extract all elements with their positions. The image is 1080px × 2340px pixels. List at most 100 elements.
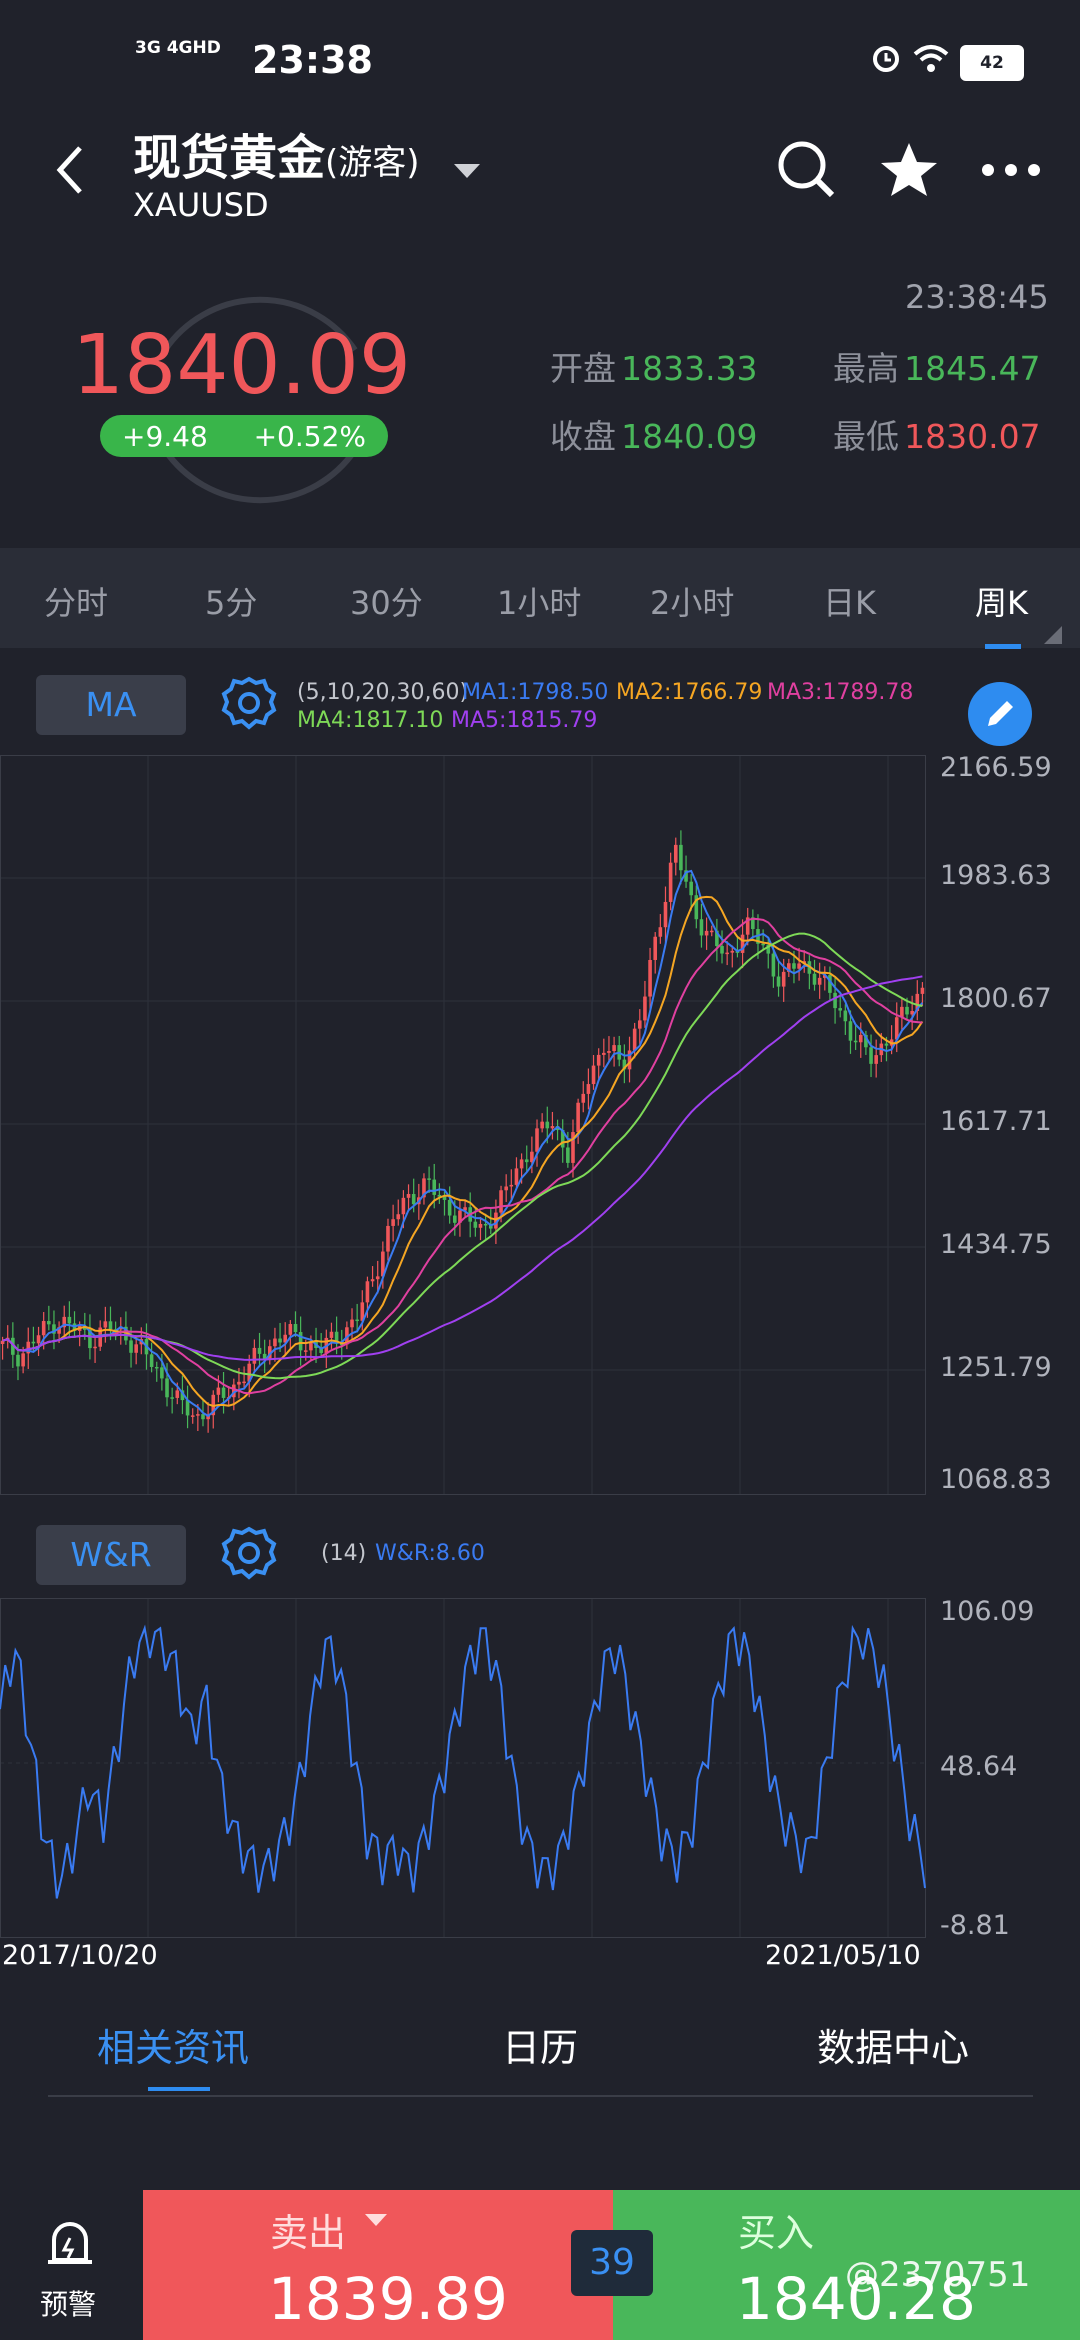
status-bar: 3G 4GHD 23:38 42 — [0, 0, 1080, 118]
candle-body — [524, 1159, 529, 1163]
candle-body — [540, 1121, 544, 1129]
change-badge: +9.48 +0.52% — [100, 415, 388, 457]
candle-body — [67, 1316, 72, 1324]
ma2-value: MA2:1766.79 — [616, 680, 763, 705]
alert-label[interactable]: 预警 — [40, 2288, 97, 2321]
back-button[interactable] — [50, 140, 90, 204]
candle-body — [422, 1178, 426, 1198]
candle-body — [499, 1190, 503, 1213]
candle-body — [622, 1059, 627, 1070]
candle-body — [165, 1378, 169, 1398]
candle-body — [828, 975, 832, 993]
kline-chart[interactable] — [0, 755, 1080, 1495]
wr-settings-gear-icon[interactable] — [220, 1525, 278, 1587]
edit-pencil-icon[interactable] — [967, 681, 1033, 751]
candle-body — [47, 1321, 51, 1325]
ma-indicator-button[interactable]: MA — [36, 675, 186, 735]
candle-body — [216, 1387, 221, 1395]
candle-body — [288, 1324, 293, 1335]
candle-body — [170, 1397, 174, 1399]
sell-label: 卖出 — [270, 2211, 347, 2255]
alarm-bell-icon[interactable] — [40, 2212, 100, 2272]
candle-body — [427, 1178, 431, 1180]
tab-period-timeshare[interactable]: 分时 — [44, 584, 109, 622]
ma1-value: MA1:1798.50 — [462, 680, 609, 705]
more-icon[interactable] — [980, 158, 1042, 186]
candle-body — [766, 944, 771, 954]
tab-related-news[interactable]: 相关资讯 — [97, 2026, 250, 2070]
ma3-value: MA3:1789.78 — [767, 680, 914, 705]
candle-body — [483, 1223, 488, 1226]
divider — [48, 2095, 1033, 2097]
wr-series-line — [0, 1624, 926, 1899]
page-title[interactable]: 现货黄金(游客) — [133, 118, 420, 188]
wr-grid — [0, 1598, 926, 1938]
candle-body — [488, 1224, 493, 1229]
candle-body — [221, 1387, 226, 1398]
ma4-line — [2, 932, 923, 1380]
candle-body — [571, 1132, 575, 1163]
tab-calendar[interactable]: 日历 — [502, 2026, 579, 2070]
star-icon[interactable] — [878, 140, 940, 206]
candle-body — [406, 1194, 411, 1198]
candle-body — [643, 996, 647, 1021]
ma5-value: MA5:1815.79 — [451, 708, 598, 733]
candle-body — [298, 1332, 303, 1351]
instrument-name: 现货黄金 — [133, 130, 326, 186]
instrument-symbol: XAUUSD — [133, 186, 269, 224]
candle-body — [196, 1414, 200, 1416]
candle-body — [607, 1051, 611, 1053]
search-icon[interactable] — [775, 138, 837, 204]
candle-body — [232, 1384, 236, 1398]
ma5-line — [2, 975, 923, 1361]
ma-settings-gear-icon[interactable] — [220, 675, 278, 737]
candle-body — [550, 1126, 555, 1129]
candle-body — [237, 1381, 241, 1385]
chevron-down-icon[interactable] — [452, 162, 482, 184]
tab-period-week[interactable]: 周K — [975, 584, 1028, 622]
candle-body — [797, 963, 801, 969]
y-tick-label: 1434.75 — [940, 1229, 1052, 1260]
corner-triangle-icon — [1044, 626, 1062, 648]
sell-dropdown-icon — [363, 2212, 389, 2232]
candle-body — [283, 1334, 288, 1343]
candle-body — [160, 1367, 164, 1379]
candle-body — [293, 1324, 298, 1333]
candle-body — [658, 927, 663, 937]
high-label: 最高 — [833, 349, 899, 388]
ma-params: (5,10,20,30,60) — [297, 680, 469, 705]
candle-body — [900, 1006, 904, 1018]
y-tick-label: 1800.67 — [940, 983, 1052, 1014]
sell-button[interactable]: 卖出 1839.89 — [143, 2190, 613, 2340]
guest-tag: (游客) — [325, 143, 420, 183]
wr-params: (14) — [321, 1541, 367, 1566]
candle-body — [761, 943, 765, 946]
candle-body — [920, 987, 925, 994]
buy-button[interactable]: 买入 1840.28 — [613, 2190, 1080, 2340]
candle-body — [915, 993, 920, 1011]
close-value: 1840.09 — [621, 417, 758, 456]
candle-body — [62, 1316, 67, 1328]
tab-period-5m[interactable]: 5分 — [205, 584, 258, 622]
candle-body — [206, 1415, 210, 1420]
candle-body — [375, 1276, 380, 1280]
status-time: 23:38 — [252, 38, 373, 82]
candle-body — [201, 1414, 205, 1420]
tab-period-2h[interactable]: 2小时 — [650, 584, 735, 622]
candle-body — [848, 1021, 853, 1041]
candle-body — [822, 975, 827, 978]
candle-body — [530, 1151, 534, 1163]
candle-body — [684, 870, 688, 882]
wr-indicator-button[interactable]: W&R — [36, 1525, 186, 1585]
tab-period-1h[interactable]: 1小时 — [497, 584, 582, 622]
period-tabs: 分时 5分 30分 1小时 2小时 日K 周K — [0, 548, 1080, 648]
candle-body — [504, 1186, 508, 1191]
candle-body — [514, 1168, 519, 1185]
tab-data-center[interactable]: 数据中心 — [817, 2026, 970, 2070]
tab-period-30m[interactable]: 30分 — [350, 584, 423, 622]
plot-frame — [0, 1598, 926, 1938]
candle-body — [247, 1363, 252, 1382]
wr-chart[interactable] — [0, 1598, 1080, 1938]
candle-body — [88, 1329, 92, 1349]
tab-period-day[interactable]: 日K — [823, 584, 876, 622]
